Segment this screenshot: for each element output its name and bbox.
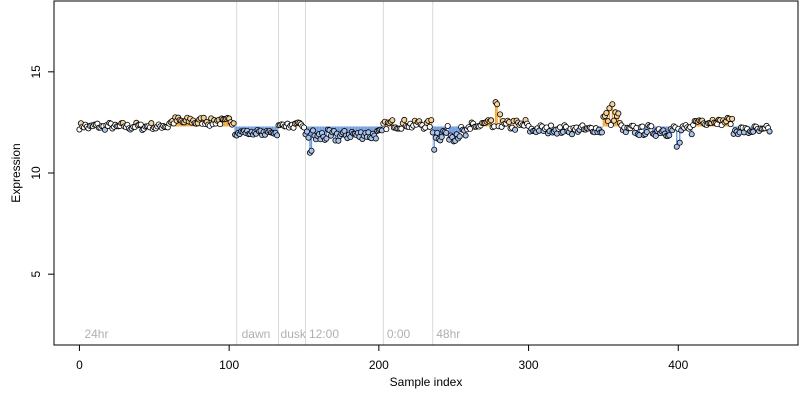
data-point [438, 134, 445, 141]
x-tick-label: 300 [519, 358, 539, 372]
data-point [750, 128, 757, 135]
condition-labels: 24hr dawn dusk 12:00 0:00 48hr [84, 327, 460, 341]
data-point [148, 120, 155, 127]
data-point [389, 117, 396, 124]
data-point [426, 123, 433, 130]
data-point [303, 128, 310, 135]
condition-label: 48hr [436, 327, 460, 341]
data-point [643, 128, 650, 135]
data-point [372, 135, 379, 142]
data-point [607, 122, 614, 129]
plot-frame [53, 0, 799, 346]
data-point [497, 111, 504, 118]
data-point [383, 126, 390, 133]
x-axis: 0 100 200 300 400 [76, 345, 689, 372]
x-axis-title: Sample index [390, 375, 463, 389]
data-point [568, 131, 575, 138]
data-point [666, 132, 673, 139]
data-point [673, 143, 680, 150]
x-tick-label: 100 [219, 358, 239, 372]
data-point [444, 122, 451, 129]
y-axis-title: Expression [9, 143, 23, 202]
data-point [494, 101, 501, 108]
condition-label: 24hr [84, 327, 108, 341]
data-point [401, 116, 408, 123]
data-point [603, 109, 610, 116]
data-point [230, 120, 237, 127]
y-axis: 5 10 15 [29, 65, 54, 278]
data-point [428, 117, 435, 124]
data-point [615, 110, 622, 117]
data-point [676, 139, 683, 146]
y-tick-label: 5 [29, 271, 43, 278]
data-point [274, 132, 281, 139]
x-tick-label: 200 [369, 358, 389, 372]
data-point [606, 105, 613, 112]
data-points [76, 99, 773, 156]
data-point [308, 147, 315, 154]
condition-label: 12:00 [309, 327, 339, 341]
data-point [727, 121, 734, 128]
data-point [443, 129, 450, 136]
condition-label: dusk [281, 327, 307, 341]
data-point [462, 132, 469, 139]
data-point [434, 129, 441, 136]
y-tick-label: 15 [29, 65, 43, 79]
data-point [309, 127, 316, 134]
data-point [639, 123, 646, 130]
data-point [598, 129, 605, 136]
data-point [200, 114, 207, 121]
condition-label: 0:00 [387, 327, 411, 341]
data-point [688, 131, 695, 138]
x-tick-label: 400 [668, 358, 688, 372]
data-point [488, 117, 495, 124]
data-point [398, 125, 405, 132]
data-point [323, 135, 330, 142]
data-point [766, 128, 773, 135]
data-point [512, 126, 519, 133]
data-point [729, 115, 736, 122]
data-point [609, 101, 616, 108]
data-point [431, 146, 438, 153]
data-point [547, 122, 554, 129]
data-point [456, 133, 463, 140]
x-tick-label: 0 [76, 358, 83, 372]
data-point [305, 134, 312, 141]
data-point [648, 123, 655, 130]
condition-boundaries [236, 1, 434, 345]
condition-label: dawn [242, 327, 271, 341]
data-point [300, 124, 307, 131]
data-point [217, 121, 224, 128]
data-point [610, 117, 617, 124]
data-point [604, 118, 611, 125]
y-tick-label: 10 [29, 166, 43, 180]
